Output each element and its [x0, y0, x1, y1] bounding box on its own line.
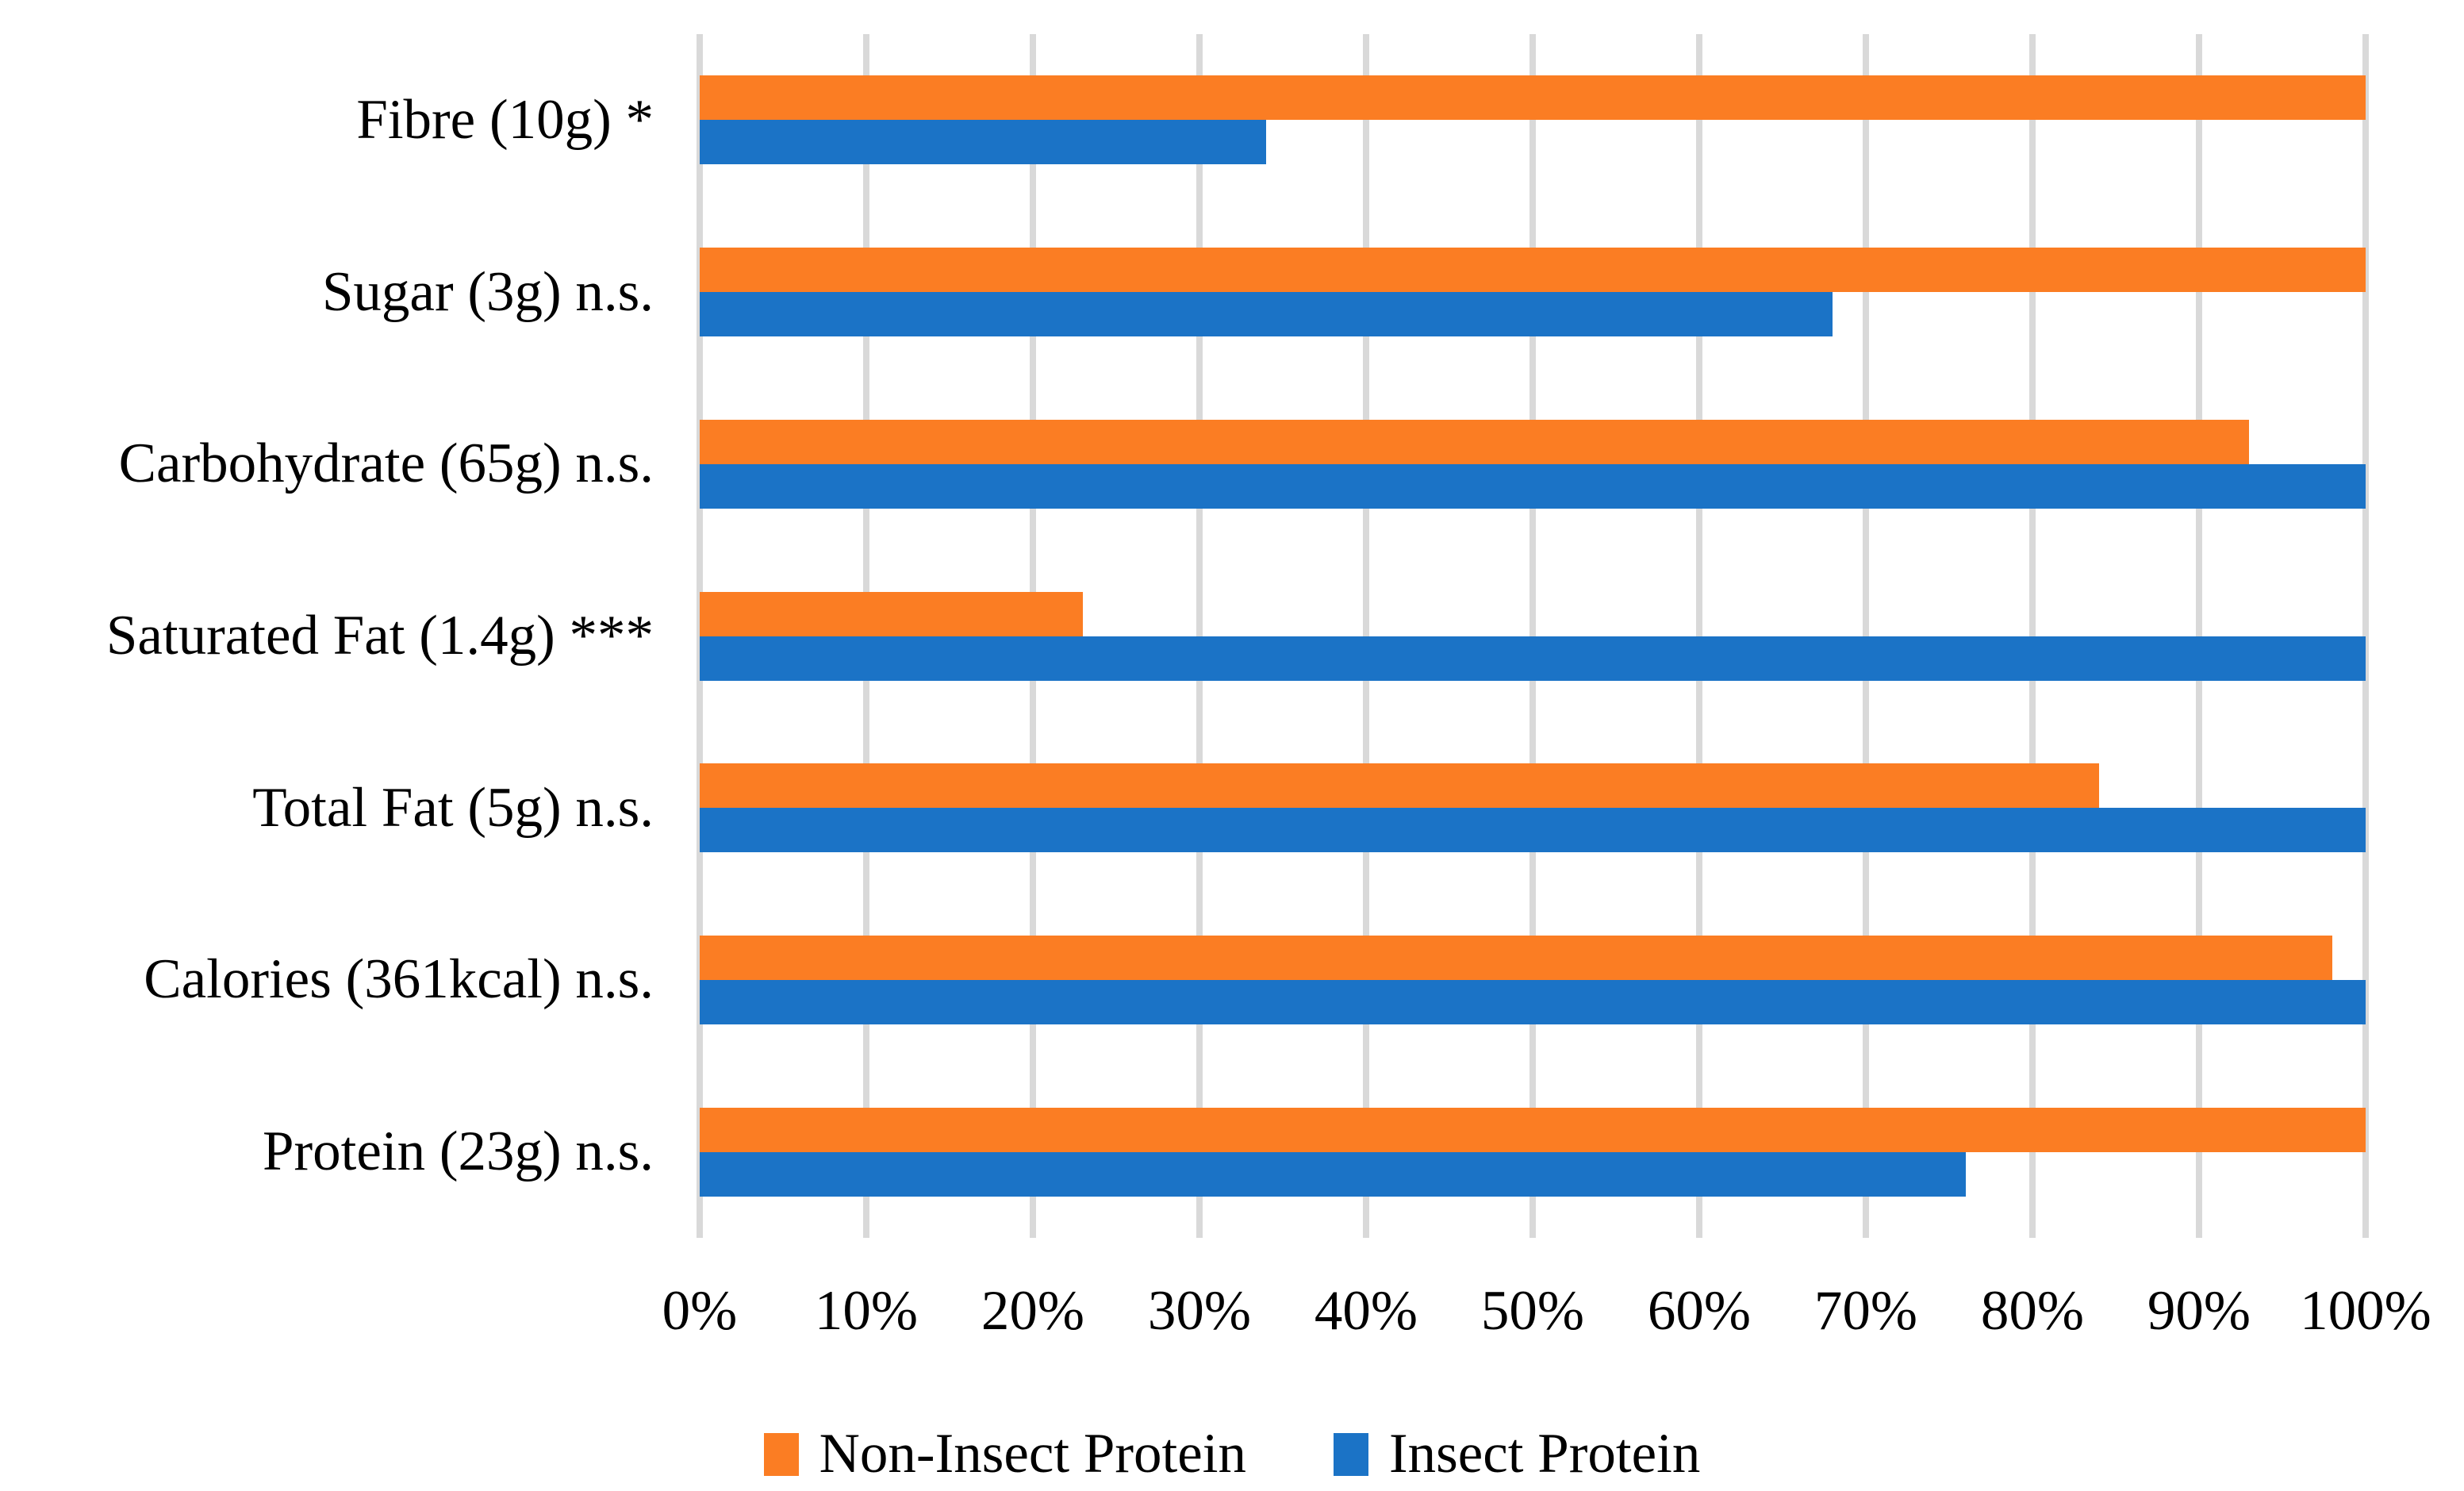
- gridline-30: [1196, 34, 1203, 1238]
- x-tick-label-80: 80%: [1980, 1280, 2085, 1342]
- gridline-50: [1529, 34, 1536, 1238]
- legend-label-insect-protein: Insect Protein: [1388, 1423, 1701, 1485]
- gridline-60: [1696, 34, 1702, 1238]
- bar-insect-protein: [700, 1151, 1966, 1197]
- category-label-protein-23g-n-s: Protein (23g) n.s.: [262, 1120, 654, 1183]
- category-label-calories-361kcal-n-s: Calories (361kcal) n.s.: [144, 948, 654, 1011]
- x-tick-label-90: 90%: [2147, 1280, 2251, 1342]
- gridline-90: [2196, 34, 2202, 1238]
- x-tick-label-50: 50%: [1480, 1280, 1585, 1342]
- x-tick-label-30: 30%: [1147, 1280, 1252, 1342]
- legend-item-non-insect-protein: Non-Insect Protein: [763, 1422, 1246, 1486]
- gridline-80: [2029, 34, 2036, 1238]
- bar-non-insect-protein: [700, 591, 1083, 636]
- gridline-40: [1363, 34, 1369, 1238]
- legend-swatch-non-insect-protein: [763, 1432, 799, 1476]
- bar-insect-protein: [700, 979, 2366, 1024]
- bar-group-fibre-10g: [700, 34, 2366, 206]
- bar-group-total-fat-5g-n-s: [700, 722, 2366, 894]
- bar-non-insect-protein: [700, 1107, 2366, 1152]
- bar-insect-protein: [700, 292, 1833, 337]
- bar-rows-container: [700, 34, 2366, 1238]
- x-tick-label-70: 70%: [1813, 1280, 1918, 1342]
- bar-non-insect-protein: [700, 763, 2099, 809]
- bar-insect-protein: [700, 808, 2366, 853]
- bar-non-insect-protein: [700, 75, 2366, 121]
- category-labels-column: Fibre (10g) * Sugar (3g) n.s. Carbohydrate…: [0, 34, 676, 1238]
- legend-item-insect-protein: Insect Protein: [1333, 1422, 1701, 1486]
- plot-area: [697, 34, 2369, 1238]
- bar-group-saturated-fat-1-4g: [700, 550, 2366, 722]
- category-label-carbohydrate-65g-n-s: Carbohydrate (65g) n.s.: [118, 432, 654, 495]
- gridline-70: [1863, 34, 1869, 1238]
- legend-label-non-insect-protein: Non-Insect Protein: [819, 1423, 1246, 1485]
- bar-group-calories-361kcal-n-s: [700, 894, 2366, 1066]
- bar-insect-protein: [700, 120, 1266, 165]
- bar-non-insect-protein: [700, 419, 2249, 464]
- x-tick-label-0: 0%: [662, 1280, 738, 1342]
- x-axis: 0% 10% 20% 30% 40% 50% 60% 70% 80% 90% 100%: [662, 1279, 2431, 1366]
- x-tick-label-40: 40%: [1314, 1280, 1418, 1342]
- bar-group-protein-23g-n-s: [700, 1066, 2366, 1238]
- bar-group-carbohydrate-65g-n-s: [700, 378, 2366, 550]
- bar-non-insect-protein: [700, 248, 2366, 293]
- x-tick-label-100: 100%: [2300, 1280, 2431, 1342]
- bar-non-insect-protein: [700, 935, 2332, 980]
- legend-swatch-insect-protein: [1333, 1432, 1368, 1476]
- category-label-saturated-fat-1-4g: Saturated Fat (1.4g) ***: [106, 605, 654, 667]
- category-label-fibre-10g: Fibre (10g) *: [356, 88, 654, 151]
- gridline-100: [2362, 34, 2369, 1238]
- bar-group-sugar-3g-n-s: [700, 206, 2366, 379]
- category-label-total-fat-5g-n-s: Total Fat (5g) n.s.: [252, 776, 654, 839]
- x-tick-label-10: 10%: [814, 1280, 919, 1342]
- x-tick-label-20: 20%: [981, 1280, 1085, 1342]
- bar-insect-protein: [700, 636, 2366, 681]
- x-tick-label-60: 60%: [1647, 1280, 1752, 1342]
- legend: Non-Insect Protein Insect Protein: [0, 1422, 2464, 1486]
- category-label-sugar-3g-n-s: Sugar (3g) n.s.: [321, 260, 654, 323]
- bar-insect-protein: [700, 463, 2366, 509]
